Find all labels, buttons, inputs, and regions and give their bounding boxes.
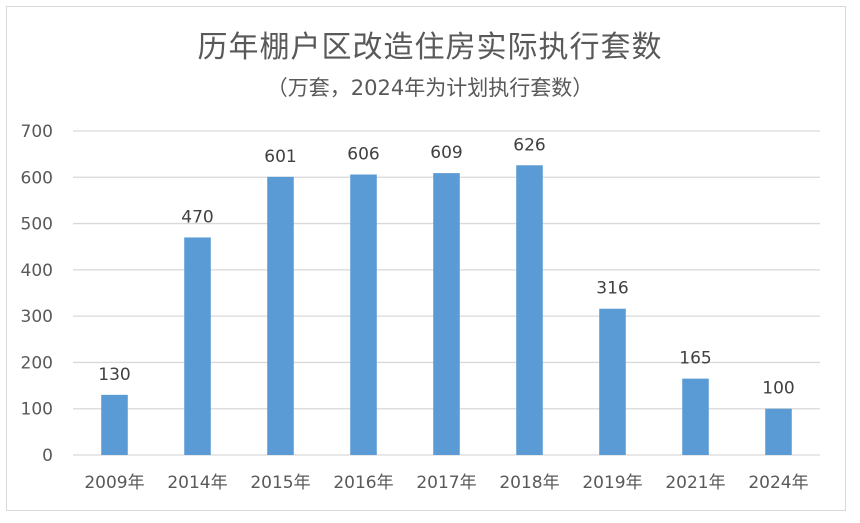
bar xyxy=(682,378,709,455)
x-axis-ticks: 2009年 2014年 2015年 2016年 2017年 2018年 2019年 2021年… xyxy=(84,473,808,493)
data-label: 130 xyxy=(98,365,130,385)
y-tick-label: 100 xyxy=(21,400,53,420)
x-tick-label: 2014年 xyxy=(167,473,227,493)
y-tick-label: 500 xyxy=(21,215,53,235)
y-tick-label: 300 xyxy=(21,307,53,327)
data-label: 100 xyxy=(762,379,794,399)
data-label: 316 xyxy=(596,279,628,299)
x-tick-label: 2015年 xyxy=(250,473,310,493)
x-tick-label: 2018年 xyxy=(499,473,559,493)
bars xyxy=(101,165,792,455)
data-label: 470 xyxy=(181,207,213,227)
x-tick-label: 2016年 xyxy=(333,473,393,493)
data-label: 626 xyxy=(513,135,545,155)
bar xyxy=(267,176,294,455)
y-tick-label: 700 xyxy=(21,122,53,142)
y-axis-ticks: 0 100 200 300 400 500 600 700 xyxy=(21,122,53,466)
x-tick-label: 2019年 xyxy=(582,473,642,493)
chart-title: 历年棚户区改造住房实际执行套数 xyxy=(197,30,663,65)
x-tick-label: 2024年 xyxy=(748,473,808,493)
y-tick-label: 0 xyxy=(42,446,53,466)
y-tick-label: 600 xyxy=(21,168,53,188)
x-tick-label: 2009年 xyxy=(84,473,144,493)
data-labels: 130 470 601 606 609 626 316 165 100 xyxy=(98,135,794,398)
bar xyxy=(516,165,543,455)
data-label: 165 xyxy=(679,349,711,369)
x-tick-label: 2021年 xyxy=(665,473,725,493)
bar xyxy=(433,173,460,455)
bar xyxy=(599,308,626,455)
data-label: 609 xyxy=(430,143,462,163)
bar xyxy=(350,174,377,455)
bar xyxy=(101,394,128,455)
data-label: 601 xyxy=(264,147,296,167)
x-tick-label: 2017年 xyxy=(416,473,476,493)
y-tick-label: 400 xyxy=(21,261,53,281)
bar xyxy=(184,237,211,455)
y-tick-label: 200 xyxy=(21,353,53,373)
data-label: 606 xyxy=(347,145,379,165)
bar xyxy=(765,408,792,455)
chart-subtitle: （万套，2024年为计划执行套数） xyxy=(266,76,594,100)
